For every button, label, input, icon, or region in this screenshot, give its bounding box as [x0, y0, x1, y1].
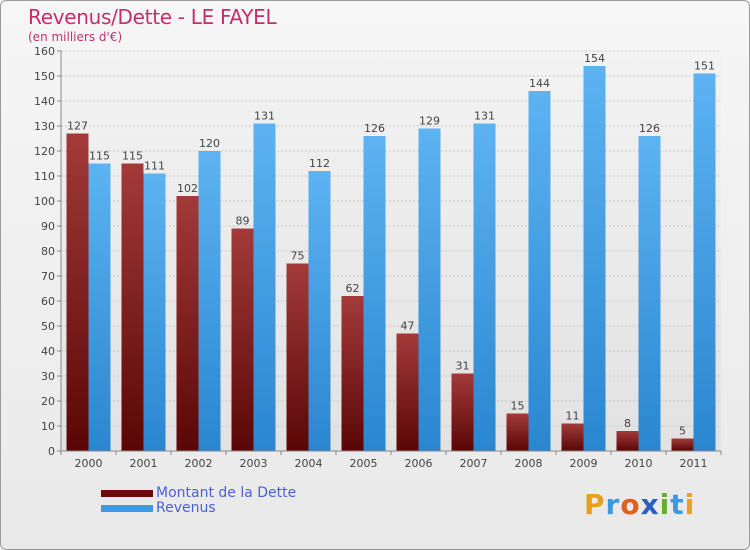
data-label-dette: 62	[346, 282, 360, 295]
bar-revenus	[528, 91, 551, 451]
bar-dette	[671, 438, 694, 451]
x-tick-label: 2003	[240, 457, 268, 470]
logo-letter: o	[620, 488, 641, 521]
y-tick-label: 70	[41, 270, 55, 283]
bar-revenus	[418, 128, 441, 451]
bar-revenus	[253, 123, 276, 451]
bar-dette	[396, 333, 419, 451]
data-label-dette: 8	[624, 417, 631, 430]
data-label-revenus: 120	[199, 137, 220, 150]
legend-swatch-debt	[101, 490, 153, 497]
x-tick-label: 2006	[405, 457, 433, 470]
data-label-revenus: 144	[529, 77, 550, 90]
proxiti-logo: Proxiti	[584, 488, 695, 521]
y-tick-label: 10	[41, 420, 55, 433]
y-tick-label: 150	[34, 70, 55, 83]
y-tick-label: 120	[34, 145, 55, 158]
x-tick-label: 2007	[460, 457, 488, 470]
bar-dette	[286, 263, 309, 451]
x-tick-label: 2011	[680, 457, 708, 470]
y-tick-label: 160	[34, 45, 55, 58]
bar-dette	[66, 133, 89, 451]
bar-revenus	[363, 136, 386, 451]
data-label-revenus: 129	[419, 115, 440, 128]
bar-dette	[616, 431, 639, 451]
bar-revenus	[638, 136, 661, 451]
data-label-dette: 47	[401, 320, 415, 333]
legend-label-revenus: Revenus	[156, 500, 216, 516]
data-label-revenus: 131	[474, 110, 495, 123]
y-tick-label: 80	[41, 245, 55, 258]
bar-revenus	[693, 73, 716, 451]
y-tick-label: 0	[48, 445, 55, 458]
x-tick-label: 2002	[185, 457, 213, 470]
x-tick-label: 2008	[515, 457, 543, 470]
data-label-revenus: 154	[584, 52, 605, 65]
data-label-revenus: 111	[144, 160, 165, 173]
bar-dette	[231, 228, 254, 451]
x-tick-label: 2010	[625, 457, 653, 470]
data-label-dette: 31	[456, 360, 470, 373]
data-label-revenus: 131	[254, 110, 275, 123]
bar-revenus	[583, 66, 606, 451]
bar-dette	[176, 196, 199, 451]
y-tick-label: 130	[34, 120, 55, 133]
bar-dette	[506, 413, 529, 451]
y-tick-label: 50	[41, 320, 55, 333]
bar-revenus	[198, 151, 221, 451]
logo-letter: i	[659, 488, 671, 521]
bar-revenus	[308, 171, 331, 451]
bar-dette	[121, 163, 144, 451]
data-label-dette: 15	[511, 400, 525, 413]
chart-title: Revenus/Dette - LE FAYEL	[28, 5, 277, 29]
logo-letter: t	[670, 488, 685, 521]
logo-letter: i	[684, 488, 696, 521]
data-label-revenus: 112	[309, 157, 330, 170]
bar-dette	[451, 373, 474, 451]
y-tick-label: 140	[34, 95, 55, 108]
logo-letter: x	[640, 488, 660, 521]
x-tick-label: 2004	[295, 457, 323, 470]
data-label-revenus: 126	[364, 122, 385, 135]
data-label-revenus: 126	[639, 122, 660, 135]
data-label-dette: 11	[566, 410, 580, 423]
data-label-revenus: 115	[89, 150, 110, 163]
logo-letter: P	[584, 488, 606, 521]
legend-swatch-revenus	[101, 505, 153, 512]
data-label-dette: 127	[67, 120, 88, 133]
x-tick-label: 2001	[130, 457, 158, 470]
bar-revenus	[143, 173, 166, 451]
x-tick-label: 2005	[350, 457, 378, 470]
bar-revenus	[88, 163, 111, 451]
y-tick-label: 60	[41, 295, 55, 308]
x-tick-label: 2000	[75, 457, 103, 470]
y-tick-label: 90	[41, 220, 55, 233]
y-tick-label: 20	[41, 395, 55, 408]
y-tick-label: 30	[41, 370, 55, 383]
data-label-dette: 115	[122, 150, 143, 163]
data-label-dette: 89	[236, 215, 250, 228]
bar-dette	[341, 296, 364, 451]
data-label-dette: 102	[177, 182, 198, 195]
y-tick-label: 40	[41, 345, 55, 358]
y-tick-label: 110	[34, 170, 55, 183]
legend-label-debt: Montant de la Dette	[156, 485, 297, 501]
bar-revenus	[473, 123, 496, 451]
bar-dette	[561, 423, 584, 451]
logo-letter: r	[605, 488, 621, 521]
data-label-dette: 5	[679, 425, 686, 438]
data-label-revenus: 151	[694, 60, 715, 73]
data-label-dette: 75	[291, 250, 305, 263]
chart-subtitle: (en milliers d'€)	[28, 30, 123, 44]
x-tick-label: 2009	[570, 457, 598, 470]
y-tick-label: 100	[34, 195, 55, 208]
